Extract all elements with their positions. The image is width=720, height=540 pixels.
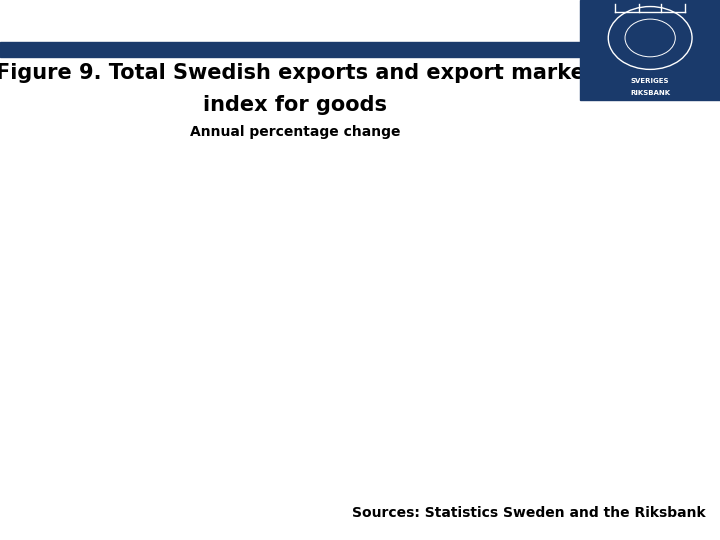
Text: Annual percentage change: Annual percentage change xyxy=(190,125,400,139)
Bar xyxy=(0,42,720,57)
Text: index for goods: index for goods xyxy=(203,95,387,116)
Bar xyxy=(580,0,720,100)
Text: SVERIGES: SVERIGES xyxy=(631,78,670,84)
Text: Figure 9. Total Swedish exports and export market: Figure 9. Total Swedish exports and expo… xyxy=(0,63,595,83)
Text: RIKSBANK: RIKSBANK xyxy=(630,90,670,97)
Text: Sources: Statistics Sweden and the Riksbank: Sources: Statistics Sweden and the Riksb… xyxy=(352,506,706,520)
